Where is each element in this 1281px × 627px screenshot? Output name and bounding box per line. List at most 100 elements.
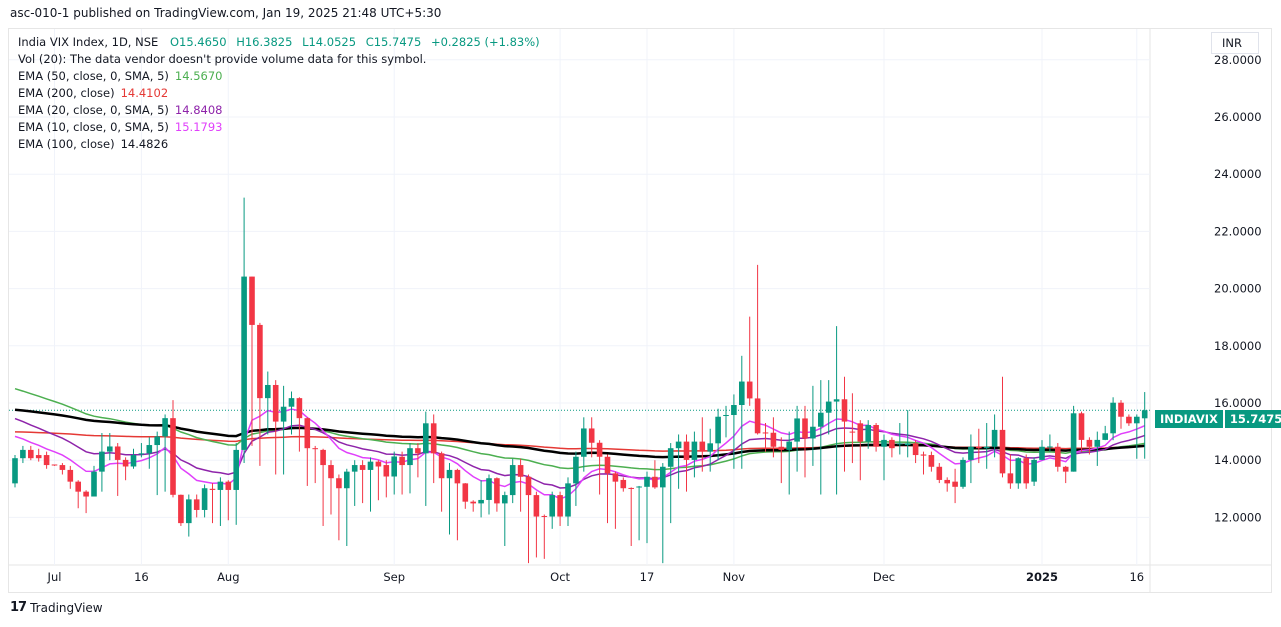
candles: [12, 197, 1148, 564]
candle-body: [1110, 402, 1116, 434]
price-tick-label: 22.0000: [1214, 224, 1262, 238]
candle: [430, 414, 437, 484]
time-tick-label: Aug: [217, 570, 239, 584]
candle-body: [644, 476, 650, 487]
candle-body: [233, 449, 239, 490]
candle: [573, 451, 579, 506]
candle: [351, 460, 358, 506]
candle-body: [976, 446, 982, 449]
candle: [193, 494, 200, 518]
symbol-label[interactable]: India VIX Index, 1D, NSE: [18, 35, 159, 49]
candle-body: [762, 432, 769, 434]
candle: [762, 423, 769, 452]
candle: [1102, 425, 1108, 441]
candle: [462, 483, 469, 509]
indicator-ema20[interactable]: EMA (20, close, 0, SMA, 5) 14.8408: [18, 102, 540, 119]
indicator-ema200[interactable]: EMA (200, close) 14.4102: [18, 85, 540, 102]
candle: [99, 433, 105, 492]
candle: [272, 380, 279, 475]
candle: [1015, 457, 1022, 489]
candle-body: [825, 401, 832, 413]
candle: [660, 463, 666, 564]
time-tick-label: 16: [134, 570, 149, 584]
candle-body: [604, 456, 611, 474]
candle-body: [454, 469, 461, 484]
indicator-ema50[interactable]: EMA (50, close, 0, SMA, 5) 14.5670: [18, 68, 540, 85]
candle: [249, 276, 255, 446]
candle-body: [873, 425, 879, 447]
legend-ohlc-row: India VIX Index, 1D, NSE O15.4650 H16.38…: [18, 34, 540, 51]
candle: [296, 397, 303, 452]
open-value: O15.4650: [169, 35, 227, 49]
price-tag-symbol: INDIAVIX: [1155, 410, 1223, 428]
candle: [59, 463, 66, 475]
candle-body: [186, 499, 192, 524]
candle-body: [1039, 446, 1045, 460]
candle: [588, 417, 595, 458]
candle-body: [1031, 459, 1037, 482]
currency-button[interactable]: INR: [1211, 32, 1259, 54]
candle: [881, 434, 887, 481]
candle-body: [59, 465, 66, 470]
indicator-value: 14.8408: [174, 103, 223, 117]
candle: [833, 326, 840, 495]
candle-body: [257, 324, 263, 399]
candle: [1031, 457, 1037, 486]
candle: [794, 405, 800, 472]
candle-body: [960, 459, 966, 487]
indicator-ema100[interactable]: EMA (100, close) 14.4826: [18, 136, 540, 153]
candle-body: [928, 455, 935, 467]
candle: [960, 457, 966, 489]
candle: [628, 487, 634, 546]
candle-body: [968, 446, 974, 460]
tradingview-logo-icon[interactable]: 17: [10, 600, 27, 615]
candle-body: [43, 455, 50, 466]
candle: [612, 471, 619, 529]
candle-body: [494, 478, 500, 504]
indicator-ema10[interactable]: EMA (10, close, 0, SMA, 5) 15.1793: [18, 119, 540, 136]
candle-body: [628, 487, 634, 489]
candle: [604, 454, 611, 524]
candle-body: [841, 399, 848, 422]
candle: [873, 423, 879, 452]
candle-body: [359, 465, 366, 470]
candle-body: [920, 454, 927, 456]
candle: [280, 385, 287, 475]
candle-body: [952, 481, 958, 487]
candle-body: [936, 466, 943, 480]
ema100-line: [14, 408, 1145, 459]
candle: [407, 443, 413, 494]
candle-body: [557, 495, 563, 517]
candle-body: [367, 461, 374, 470]
candle-body: [746, 381, 753, 399]
candle: [818, 380, 824, 495]
time-tick-label: 16: [1129, 570, 1144, 584]
candle-body: [833, 399, 840, 402]
candle-body: [612, 473, 619, 482]
candle-body: [636, 486, 642, 488]
candle: [983, 423, 990, 469]
ema20-line: [14, 417, 1145, 489]
candle: [162, 414, 168, 492]
candle-body: [178, 494, 184, 524]
grid-lines: [9, 29, 1271, 593]
price-tick-label: 20.0000: [1214, 282, 1262, 296]
candle: [399, 451, 405, 495]
candle: [1055, 443, 1061, 472]
candle: [699, 417, 706, 472]
candle-body: [707, 443, 713, 452]
candle-body: [581, 428, 587, 457]
candle-body: [154, 436, 160, 446]
candle-body: [723, 415, 729, 417]
price-axis: 12.0000 14.0000 16.0000 18.0000 20.0000 22.00…: [1214, 53, 1262, 525]
candle: [494, 477, 500, 512]
candle-body: [517, 465, 524, 477]
candle: [857, 420, 864, 481]
candle: [502, 491, 508, 546]
candle-body: [20, 449, 26, 459]
candle-body: [778, 446, 785, 450]
candle: [683, 434, 690, 492]
candle: [1023, 454, 1029, 489]
candle: [889, 437, 895, 458]
